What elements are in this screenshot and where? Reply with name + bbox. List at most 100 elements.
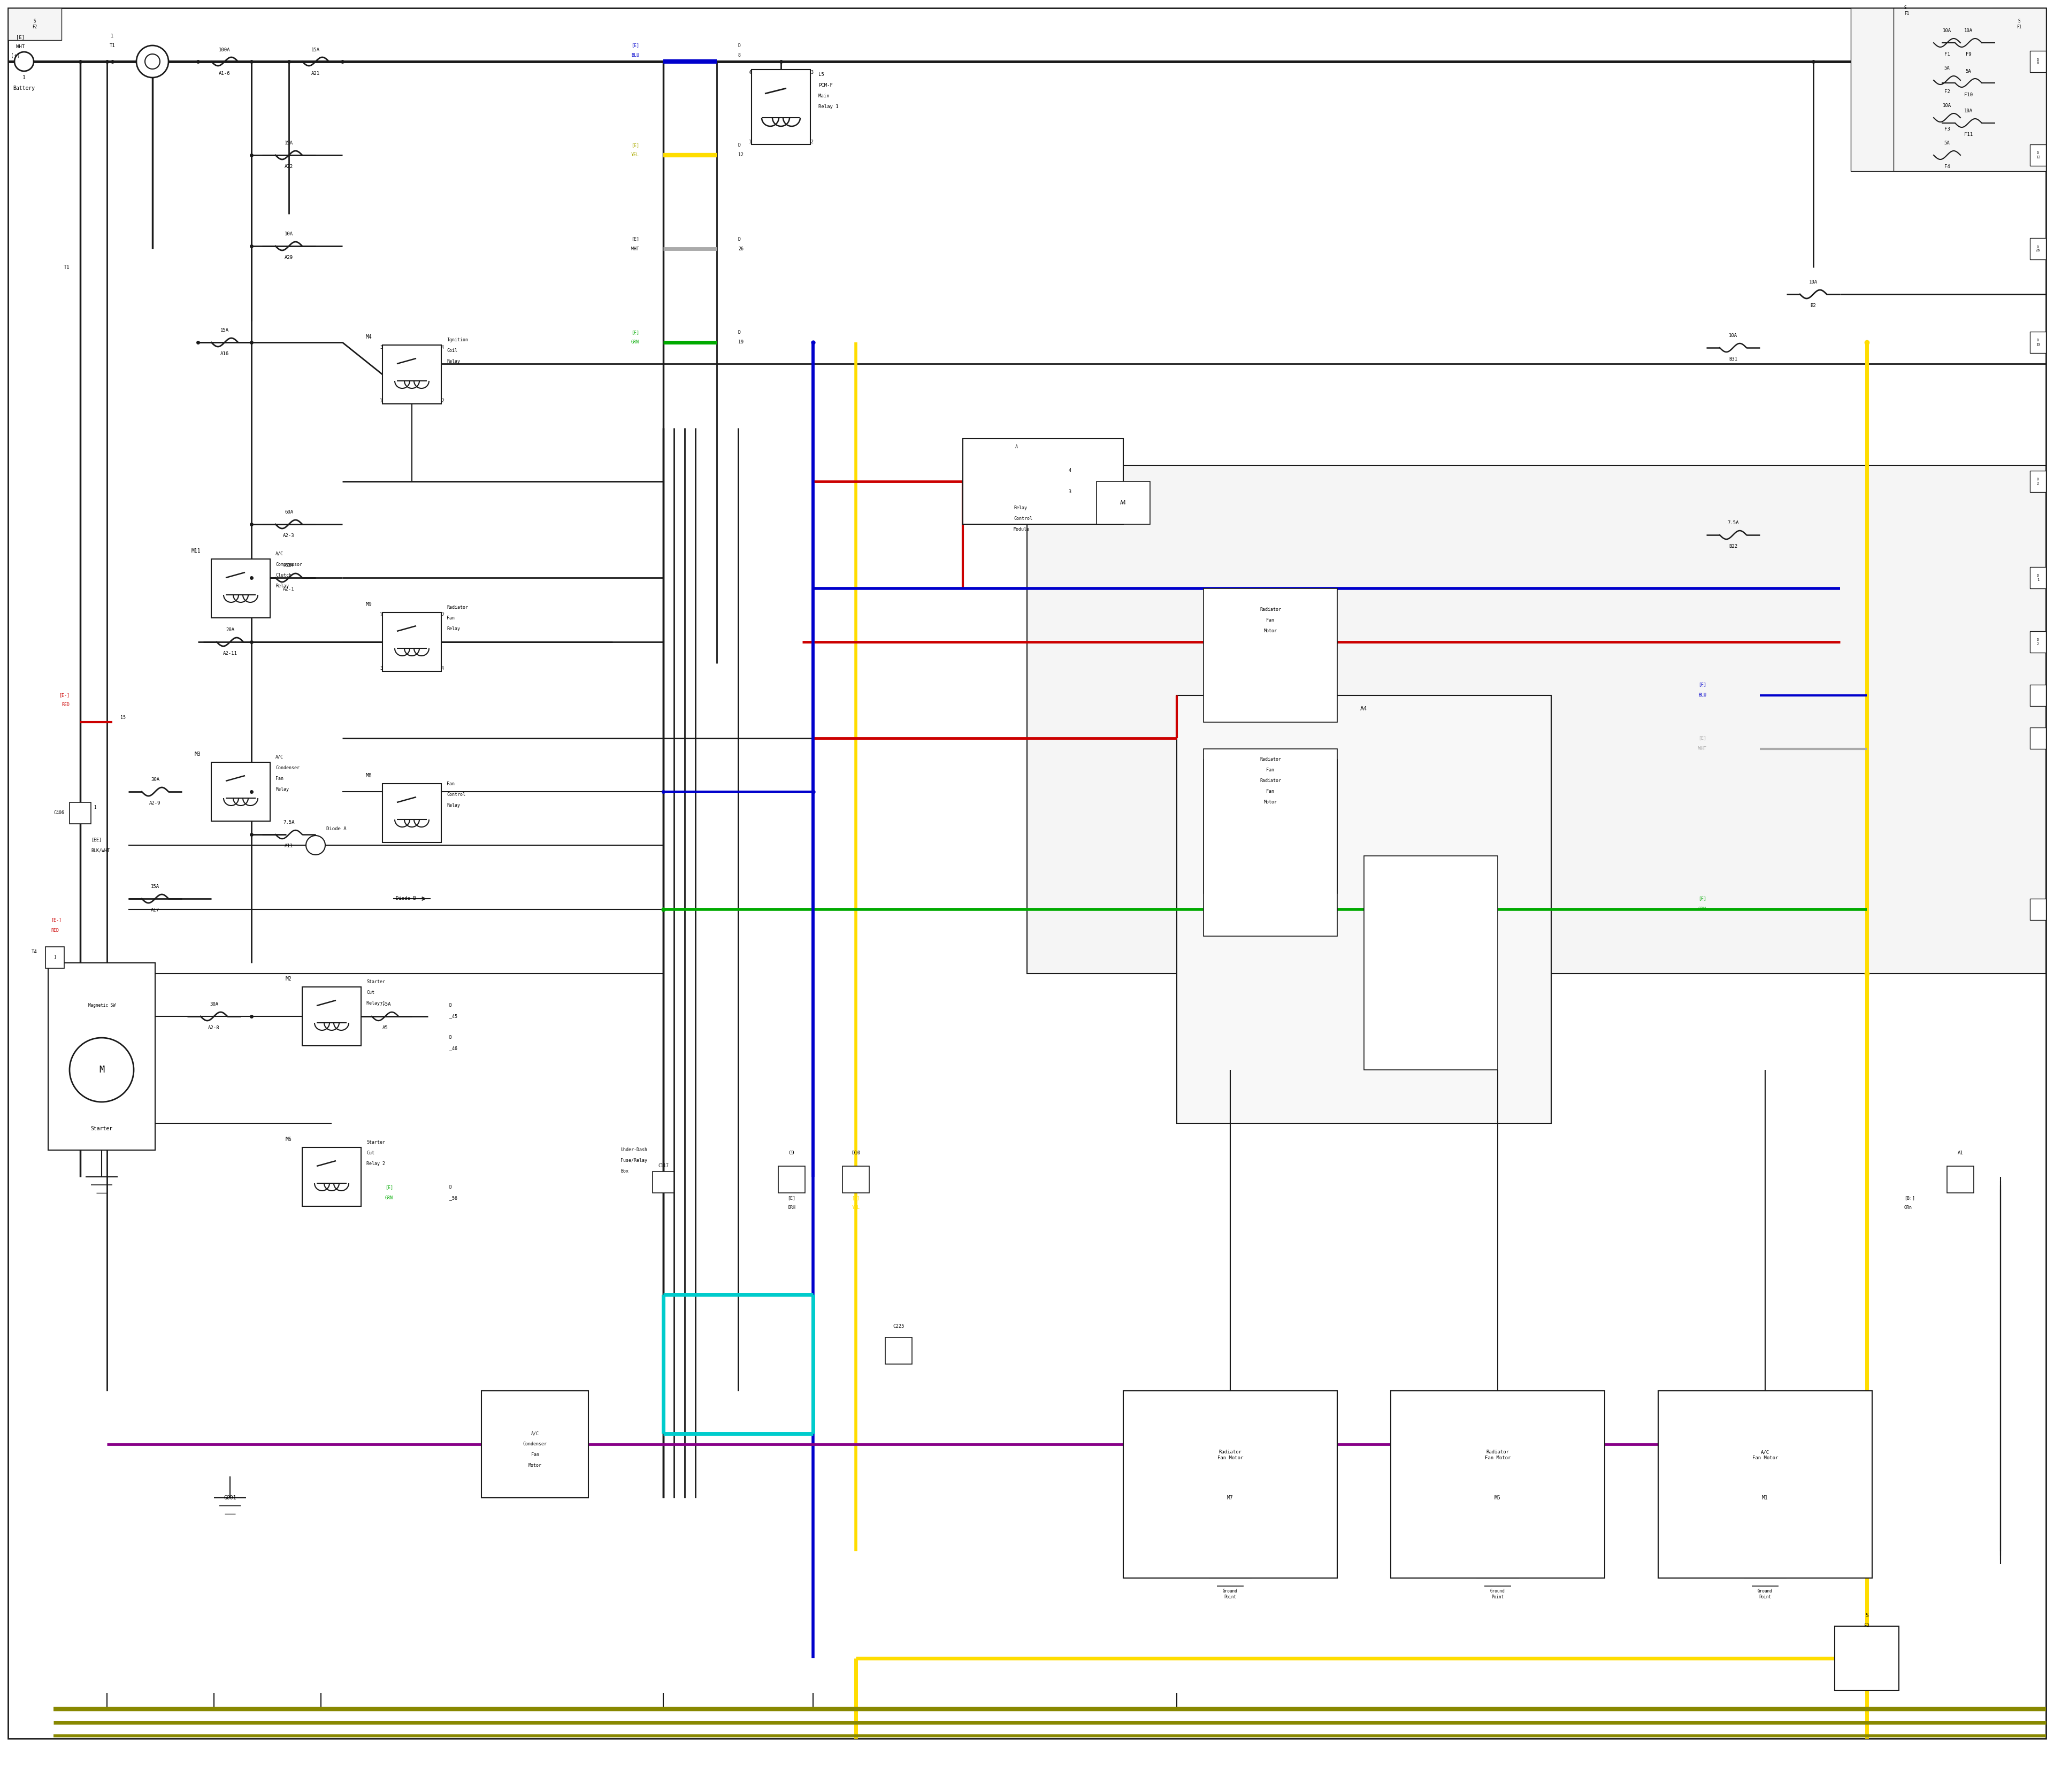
Text: 3: 3 (380, 667, 382, 670)
Text: A2-8: A2-8 (207, 1025, 220, 1030)
Circle shape (146, 54, 160, 70)
Text: 60A: 60A (286, 563, 294, 568)
Bar (653, 1172, 674, 1193)
Text: 3: 3 (380, 346, 382, 349)
Text: 2: 2 (442, 400, 444, 403)
Text: M3: M3 (195, 751, 201, 756)
Text: A5: A5 (382, 1025, 388, 1030)
Text: M2: M2 (286, 977, 292, 982)
Text: 10A: 10A (1729, 333, 1738, 339)
Text: [E]: [E] (386, 1185, 392, 1190)
Text: Fan: Fan (530, 1453, 538, 1457)
Text: F2: F2 (1865, 1624, 1869, 1629)
Bar (302, 1147, 362, 1206)
Text: (+): (+) (10, 52, 21, 57)
Bar (2029, 566, 2046, 588)
Bar (1992, 7, 2046, 39)
Text: Starter: Starter (90, 1125, 113, 1131)
Text: Box: Box (620, 1168, 629, 1174)
Text: [E]: [E] (631, 143, 639, 149)
Text: M1: M1 (1762, 1495, 1768, 1500)
Text: Relay 1: Relay 1 (366, 1000, 386, 1005)
Text: B22: B22 (1729, 545, 1738, 548)
Text: Relay: Relay (446, 625, 460, 631)
Text: Compressor: Compressor (275, 563, 302, 566)
Text: D10: D10 (852, 1150, 861, 1156)
Text: 15A: 15A (286, 142, 294, 145)
Text: C406: C406 (53, 810, 64, 815)
Text: S: S (1865, 1613, 1869, 1618)
Text: WHT: WHT (1699, 747, 1707, 751)
Text: M4: M4 (366, 335, 372, 340)
Text: Relay 1: Relay 1 (817, 104, 838, 109)
Text: Motor: Motor (1263, 629, 1278, 634)
Text: Control: Control (446, 792, 466, 797)
Text: Ground
Point: Ground Point (1758, 1590, 1773, 1598)
Circle shape (14, 52, 33, 72)
Text: Control: Control (1013, 516, 1033, 521)
Text: D
1: D 1 (2038, 573, 2040, 581)
Text: [B:]: [B:] (1904, 1195, 1914, 1201)
Text: 100A: 100A (220, 47, 230, 52)
Text: 30A: 30A (150, 778, 160, 783)
Text: A/C: A/C (275, 552, 283, 556)
Bar (45, 946, 64, 968)
Text: M5: M5 (1495, 1495, 1501, 1500)
Bar (47, 962, 156, 1150)
Text: 8: 8 (737, 52, 741, 57)
Text: 12: 12 (737, 152, 744, 158)
Text: D: D (450, 1185, 452, 1190)
Text: YEL: YEL (852, 1206, 861, 1210)
Text: Magnetic SW: Magnetic SW (88, 1004, 115, 1009)
Text: ORn: ORn (1904, 1206, 1912, 1210)
Text: [E]: [E] (1699, 683, 1707, 686)
Text: D
2: D 2 (2038, 478, 2040, 486)
Bar (2029, 145, 2046, 167)
Text: L5: L5 (817, 72, 824, 77)
Text: A2-11: A2-11 (222, 650, 236, 656)
Text: ORH: ORH (787, 1206, 795, 1210)
Text: Fan: Fan (446, 781, 454, 787)
Text: D: D (737, 143, 741, 149)
Text: A1: A1 (1957, 1150, 1964, 1156)
Text: Starter: Starter (366, 978, 386, 984)
Bar (481, 1391, 587, 1498)
Text: C117: C117 (657, 1163, 670, 1168)
Bar (1177, 695, 1551, 1124)
Bar (2029, 50, 2046, 72)
Text: D
12: D 12 (2036, 152, 2040, 159)
Text: Relay 2: Relay 2 (366, 1161, 386, 1167)
Bar (1204, 588, 1337, 722)
Text: Fan: Fan (1267, 788, 1273, 794)
Text: 7.5A: 7.5A (380, 1002, 390, 1007)
Text: 20A: 20A (226, 627, 234, 633)
Text: 10A: 10A (1964, 109, 1972, 113)
Text: Ignition: Ignition (446, 337, 468, 342)
Text: PCM-F: PCM-F (817, 82, 832, 88)
Text: T4: T4 (31, 950, 37, 955)
Text: M: M (99, 1064, 105, 1075)
Text: F1: F1 (1945, 52, 1949, 57)
Text: 10A: 10A (1810, 280, 1818, 285)
Text: D: D (737, 237, 741, 242)
Text: Radiator
Fan Motor: Radiator Fan Motor (1485, 1450, 1510, 1460)
Text: M6: M6 (286, 1136, 292, 1142)
Bar (1097, 482, 1150, 525)
Text: Clutch: Clutch (275, 573, 292, 577)
Text: A11: A11 (286, 844, 294, 849)
Text: 4: 4 (442, 346, 444, 349)
Text: 3: 3 (811, 70, 813, 75)
Bar (885, 1337, 912, 1364)
Text: Main: Main (817, 93, 830, 99)
Text: Relay: Relay (275, 584, 290, 588)
Bar (752, 70, 811, 145)
Text: M8: M8 (366, 772, 372, 778)
Text: F2: F2 (1945, 90, 1949, 95)
Text: Radiator: Radiator (446, 604, 468, 609)
Text: BLU: BLU (631, 52, 639, 57)
Text: [E]: [E] (787, 1195, 795, 1201)
Text: Ground
Point: Ground Point (1491, 1590, 1506, 1598)
Text: Radiator: Radiator (1259, 607, 1282, 613)
Text: 1: 1 (111, 34, 113, 38)
Bar (1391, 1391, 1604, 1579)
